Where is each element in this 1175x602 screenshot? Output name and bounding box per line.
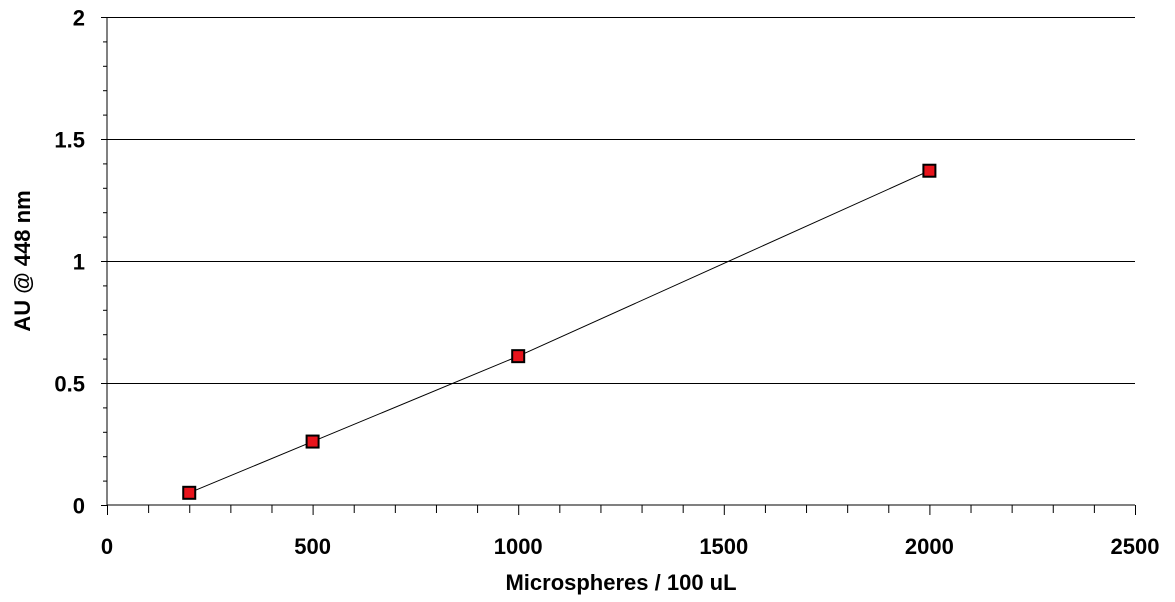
gridlines bbox=[107, 17, 1135, 384]
data-point-marker bbox=[305, 434, 320, 449]
x-tick-label: 500 bbox=[294, 534, 331, 559]
y-axis-title: AU @ 448 nm bbox=[10, 190, 35, 331]
tick-marks bbox=[101, 17, 1136, 515]
x-axis-title: Microspheres / 100 uL bbox=[505, 570, 736, 595]
data-point-marker bbox=[922, 163, 937, 178]
x-tick-label: 1500 bbox=[699, 534, 748, 559]
y-tick-label: 1.5 bbox=[54, 128, 85, 153]
y-tick-label: 2 bbox=[73, 6, 85, 31]
x-tick-label: 1000 bbox=[494, 534, 543, 559]
x-tick-label: 2000 bbox=[905, 534, 954, 559]
y-tick-label: 0.5 bbox=[54, 372, 85, 397]
y-tick-label: 1 bbox=[73, 250, 85, 275]
series-group bbox=[182, 163, 937, 500]
data-point-marker bbox=[182, 485, 197, 500]
x-tick-label: 0 bbox=[101, 534, 113, 559]
data-point-marker bbox=[511, 349, 526, 364]
y-tick-label: 0 bbox=[73, 494, 85, 519]
tick-labels: 0 0.5 1 1.5 2 0 500 1000 1500 2000 2500 bbox=[54, 6, 1159, 560]
series-line bbox=[189, 170, 930, 494]
x-tick-label: 2500 bbox=[1111, 534, 1160, 559]
